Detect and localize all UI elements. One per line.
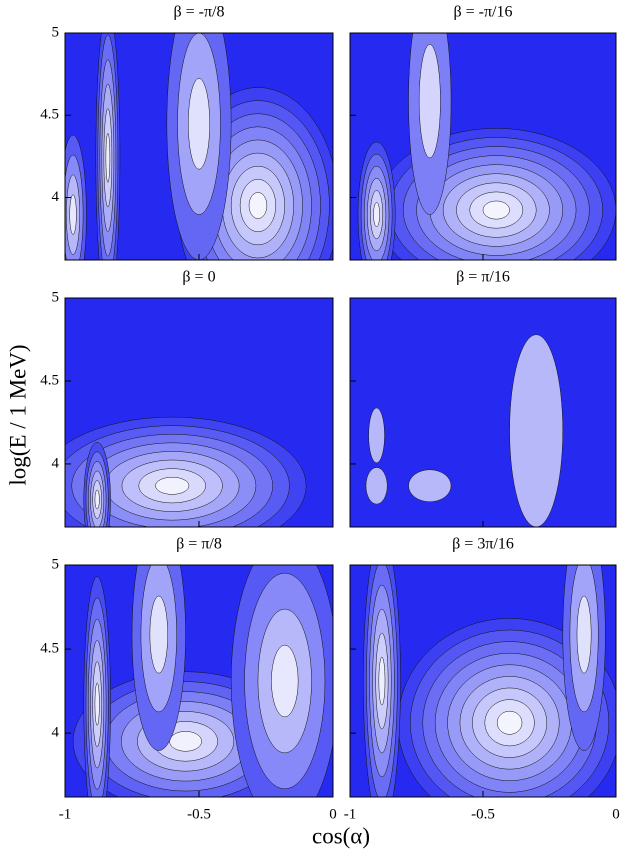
panel-title: β = -π/8 [173, 4, 224, 21]
y-tick-label: 4.5 [40, 372, 59, 388]
x-tick-label: -1 [344, 806, 357, 822]
y-tick-label: 5 [52, 556, 60, 572]
contour-level [94, 489, 100, 510]
contour-level [576, 595, 592, 674]
panel-title: β = π/16 [456, 269, 510, 286]
y-tick-label: 4.5 [40, 640, 59, 656]
contour-field [65, 33, 333, 260]
contour-field [350, 565, 616, 797]
x-tick-label: 0 [329, 806, 337, 822]
contour-level [271, 644, 299, 718]
panel-title: β = -π/16 [453, 4, 512, 21]
contour-level [509, 334, 564, 527]
contour-field [65, 298, 333, 527]
contour-level [378, 656, 386, 706]
contour-level [373, 202, 380, 227]
x-tick-label: 0 [612, 806, 620, 822]
contour-level [368, 407, 385, 464]
panel-title: β = 0 [182, 269, 215, 286]
y-tick-label: 5 [52, 289, 60, 305]
contour-field [350, 33, 616, 260]
x-tick-label: -0.5 [187, 806, 211, 822]
y-tick-label: 4 [52, 455, 60, 471]
contour-level [69, 194, 77, 235]
contour-field [65, 565, 333, 797]
contour-level [365, 467, 388, 505]
panel-background [350, 298, 616, 527]
panel-title: β = 3π/16 [452, 536, 514, 553]
contour-level [418, 44, 441, 159]
contour-field [350, 298, 616, 527]
contour-level [169, 731, 202, 752]
y-tick-label: 5 [52, 24, 60, 40]
contour-level [149, 595, 168, 674]
contour-level [94, 682, 100, 726]
y-axis-label: log(E / 1 MeV) [5, 344, 30, 485]
panel-title: β = π/8 [176, 536, 222, 553]
contour-level [482, 200, 510, 220]
y-tick-label: 4 [52, 725, 60, 741]
contour-level [155, 476, 190, 495]
contour-level [496, 710, 523, 735]
x-tick-label: -1 [59, 806, 72, 822]
x-axis-label: cos(α) [312, 823, 370, 848]
contour-level [408, 469, 452, 503]
contour-level [248, 192, 268, 219]
x-tick-label: -0.5 [471, 806, 495, 822]
y-tick-label: 4.5 [40, 107, 59, 123]
y-tick-label: 4 [52, 189, 60, 205]
contour-level [105, 133, 111, 183]
contour-level [188, 78, 210, 170]
